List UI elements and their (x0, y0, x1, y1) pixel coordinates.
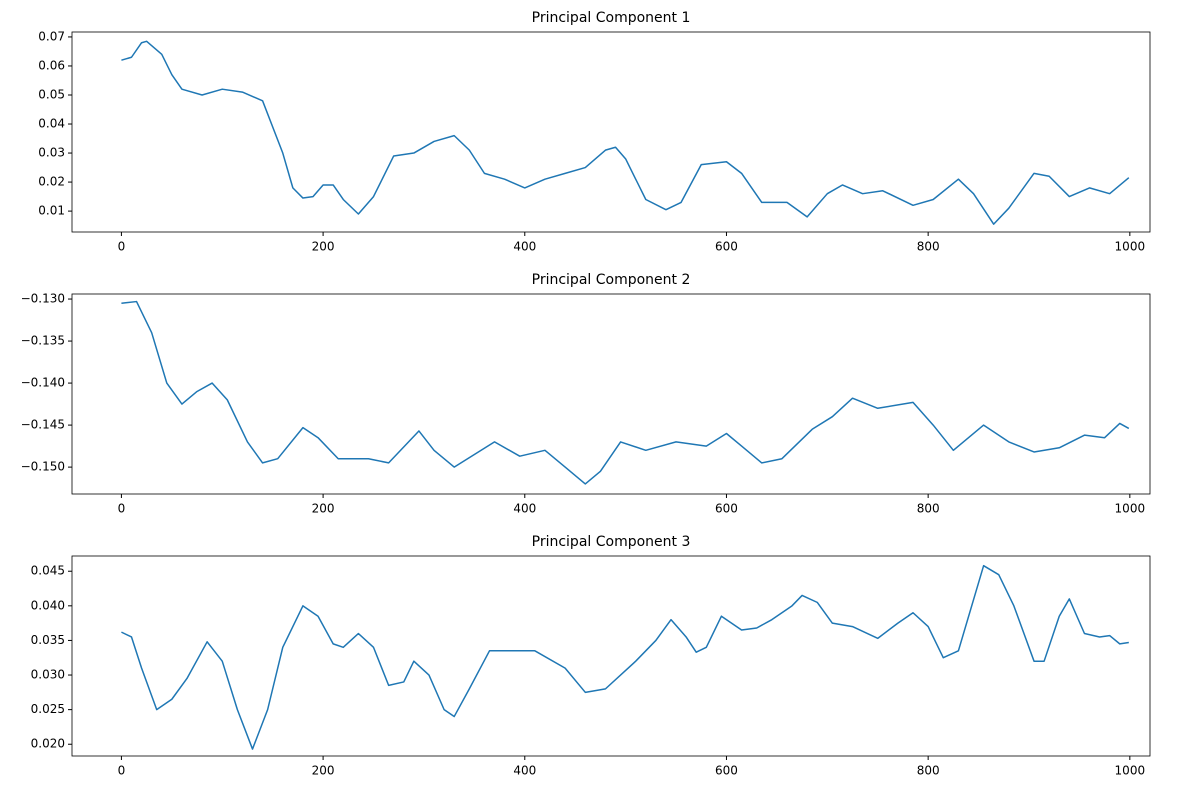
x-tick-label: 400 (513, 764, 536, 778)
x-tick-label: 0 (118, 764, 126, 778)
data-line (121, 300, 1130, 485)
axes-frame (71, 293, 1151, 495)
y-tick-label: 0.06 (38, 58, 65, 72)
x-tick-label: 800 (917, 502, 940, 516)
axes-frame (71, 31, 1151, 233)
x-tick-label: 0 (118, 502, 126, 516)
chart-title: Principal Component 1 (532, 10, 691, 26)
y-tick-label: 0.07 (38, 29, 65, 43)
chart-title: Principal Component 3 (532, 534, 691, 550)
y-tick-label: 0.05 (38, 87, 65, 101)
data-line (121, 40, 1130, 225)
y-tick-label: 0.03 (38, 146, 65, 160)
y-tick-label: 0.01 (38, 204, 65, 218)
y-tick-label: 0.030 (31, 668, 65, 682)
x-tick-label: 200 (312, 502, 335, 516)
x-tick-label: 400 (513, 502, 536, 516)
y-tick-label: 0.025 (31, 702, 65, 716)
x-tick-label: 1000 (1115, 764, 1146, 778)
x-tick-label: 1000 (1115, 240, 1146, 254)
y-tick-label: 0.02 (38, 175, 65, 189)
x-tick-label: 800 (917, 764, 940, 778)
y-tick-label: 0.04 (38, 117, 65, 131)
chart-title: Principal Component 2 (532, 272, 691, 288)
y-tick-label: 0.045 (31, 564, 65, 578)
y-tick-label: −0.145 (21, 418, 65, 432)
y-tick-label: −0.130 (21, 292, 65, 306)
y-tick-label: −0.150 (21, 460, 65, 474)
x-tick-label: 200 (312, 240, 335, 254)
x-tick-label: 400 (513, 240, 536, 254)
axes-frame (71, 555, 1151, 757)
y-tick-label: −0.140 (21, 376, 65, 390)
x-tick-label: 600 (715, 240, 738, 254)
x-tick-label: 600 (715, 502, 738, 516)
data-line (121, 564, 1129, 750)
y-tick-label: −0.135 (21, 334, 65, 348)
x-tick-label: 0 (118, 240, 126, 254)
x-tick-label: 1000 (1115, 502, 1146, 516)
x-tick-label: 800 (917, 240, 940, 254)
x-tick-label: 600 (715, 764, 738, 778)
x-tick-label: 200 (312, 764, 335, 778)
y-tick-label: 0.040 (31, 598, 65, 612)
y-tick-label: 0.035 (31, 633, 65, 647)
y-tick-label: 0.020 (31, 737, 65, 751)
